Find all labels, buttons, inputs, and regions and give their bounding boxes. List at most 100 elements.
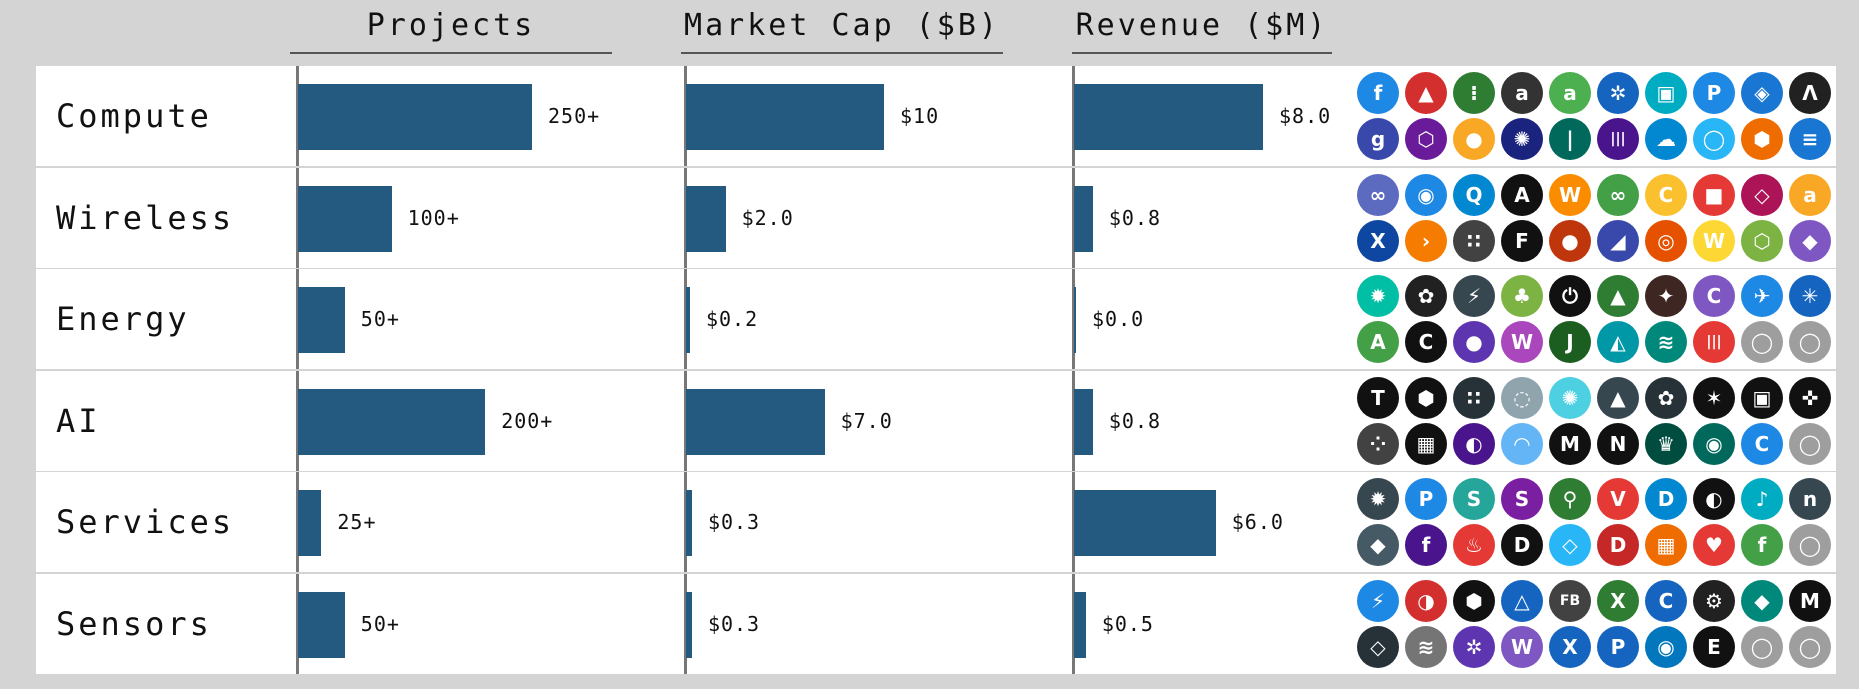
project-logo-icon: ▣ xyxy=(1645,72,1687,114)
project-logo-icon: ▦ xyxy=(1405,422,1447,465)
project-logo-icon: ☁ xyxy=(1645,118,1687,160)
project-logo-icon: M xyxy=(1549,422,1591,465)
project-logo-icon: FB xyxy=(1549,579,1591,622)
project-logo-icon: D xyxy=(1501,524,1543,566)
category-label: Wireless xyxy=(56,198,235,237)
project-logo-icon: ◇ xyxy=(1549,524,1591,566)
column-divider xyxy=(296,167,299,268)
project-logo-icon: f xyxy=(1357,72,1399,114)
bar xyxy=(298,591,345,658)
project-logo-icon: ||| xyxy=(1693,321,1735,363)
project-logo-icon: ✺ xyxy=(1549,376,1591,419)
project-logo-icon: ◎ xyxy=(1645,219,1687,262)
column-divider xyxy=(1072,66,1075,166)
project-logo-icon: ✲ xyxy=(1453,625,1495,668)
project-logo-icon: ✿ xyxy=(1405,275,1447,317)
column-divider xyxy=(1072,370,1075,471)
bar xyxy=(686,84,884,150)
data-label: $0.3 xyxy=(707,611,761,636)
project-logo-icon: ◯ xyxy=(1741,625,1783,668)
project-logo-icon: g xyxy=(1357,118,1399,160)
bar xyxy=(686,388,825,455)
data-label: $8.0 xyxy=(1279,104,1332,128)
project-logo-icon: C xyxy=(1693,275,1735,317)
project-logo-icon: A xyxy=(1501,173,1543,216)
project-logo-icon: ◐ xyxy=(1693,478,1735,520)
project-logo-icon: ◇ xyxy=(1357,625,1399,668)
project-logo-icon: ∞ xyxy=(1597,173,1639,216)
project-logo-icon: f xyxy=(1405,524,1447,566)
project-logo-icon: a xyxy=(1501,72,1543,114)
category-row: Energy 50+ $0.2 $0.0 ✹ ✿ ⚡ ♣ ⏻ ▲ ✦ C ✈ ✳ A C ● W J ◭ ≋ ||| ◯ ◯ xyxy=(36,269,1836,369)
project-logo-icon: C xyxy=(1405,321,1447,363)
project-logo-icon: ⏻ xyxy=(1549,275,1591,317)
header-revenue: Revenue ($M) xyxy=(1072,4,1332,54)
project-logo-icon: P xyxy=(1405,478,1447,520)
project-logo-icon: ● xyxy=(1453,118,1495,160)
data-label: $0.3 xyxy=(707,510,761,534)
category-label: AI xyxy=(56,401,101,440)
project-logo-icon: a xyxy=(1549,72,1591,114)
project-logo-icon: ◯ xyxy=(1789,422,1831,465)
bar xyxy=(298,388,486,455)
project-logo-icon: ✲ xyxy=(1597,72,1639,114)
bar xyxy=(686,591,692,658)
data-label: $0.8 xyxy=(1108,205,1162,230)
data-label: $0.8 xyxy=(1108,408,1162,433)
data-label: $0.5 xyxy=(1101,611,1154,636)
project-logo-icon: › xyxy=(1405,219,1447,262)
column-divider xyxy=(296,370,299,471)
bar xyxy=(686,185,726,252)
project-logo-icon: ▦ xyxy=(1645,524,1687,566)
project-logo-icon: X xyxy=(1597,579,1639,622)
project-logo-icon: ◉ xyxy=(1645,625,1687,668)
project-logo-icon: F xyxy=(1501,219,1543,262)
data-label: $7.0 xyxy=(840,408,893,433)
project-logo-icon: P xyxy=(1597,625,1639,668)
project-logo-icon: T xyxy=(1357,376,1399,419)
project-logo-icon: ∷ xyxy=(1453,376,1495,419)
project-logo-icon: ◐ xyxy=(1453,422,1495,465)
bar xyxy=(298,490,322,556)
column-divider xyxy=(296,66,299,166)
data-label: $2.0 xyxy=(741,205,794,230)
column-divider xyxy=(684,573,687,674)
project-logo-icon: ◭ xyxy=(1597,321,1639,363)
project-logo-icon: ∷ xyxy=(1453,219,1495,262)
project-logo-icon: ||| xyxy=(1597,118,1639,160)
project-logo-icon: f xyxy=(1741,524,1783,566)
project-logo-icon: ✺ xyxy=(1501,118,1543,160)
project-logo-icon: ▲ xyxy=(1597,376,1639,419)
column-divider xyxy=(1072,167,1075,268)
project-logo-icon: a xyxy=(1789,173,1831,216)
project-logos: ✹ ✿ ⚡ ♣ ⏻ ▲ ✦ C ✈ ✳ A C ● W J ◭ ≋ ||| ◯ ◯ xyxy=(1354,273,1834,365)
project-logos: ∞ ◉ Q A W ∞ C ■ ◇ a X › ∷ F ● ◢ ◎ W ⬡ ◆ xyxy=(1354,172,1834,264)
category-label: Compute xyxy=(56,97,212,135)
data-label: 50+ xyxy=(360,611,400,636)
project-logo-icon: ✹ xyxy=(1357,275,1399,317)
column-divider xyxy=(684,269,687,369)
bar xyxy=(298,185,392,252)
project-logo-icon: ◆ xyxy=(1357,524,1399,566)
column-divider xyxy=(684,167,687,268)
data-label: 50+ xyxy=(360,307,400,331)
project-logo-icon: ∞ xyxy=(1357,173,1399,216)
column-divider xyxy=(684,66,687,166)
project-logo-icon: X xyxy=(1549,625,1591,668)
bar xyxy=(1074,84,1263,150)
project-logo-icon: S xyxy=(1501,478,1543,520)
project-logo-icon: ♪ xyxy=(1741,478,1783,520)
project-logo-icon: P xyxy=(1693,72,1735,114)
bar xyxy=(1074,388,1093,455)
project-logo-icon: ▣ xyxy=(1741,376,1783,419)
column-divider xyxy=(684,472,687,572)
project-logo-icon: △ xyxy=(1501,579,1543,622)
project-logo-icon: ⬢ xyxy=(1405,376,1447,419)
data-label: 25+ xyxy=(337,510,377,534)
column-divider xyxy=(296,573,299,674)
project-logo-icon: ◯ xyxy=(1693,118,1735,160)
project-logo-icon: ✜ xyxy=(1789,376,1831,419)
project-logo-icon: ◌ xyxy=(1501,376,1543,419)
